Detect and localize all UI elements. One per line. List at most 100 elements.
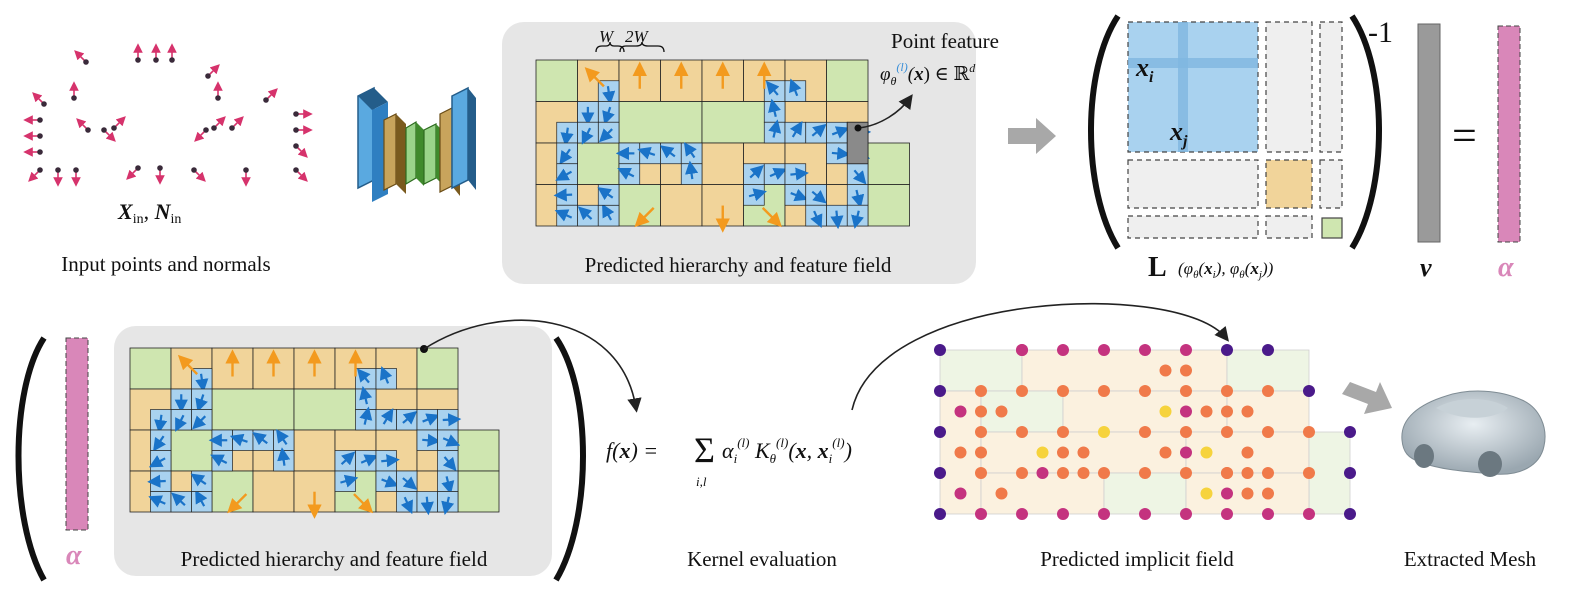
coarse-cell — [618, 101, 703, 144]
input-point — [157, 165, 163, 171]
field-sample — [975, 405, 987, 418]
feature-arrow — [195, 394, 208, 413]
coarse-cell — [867, 184, 910, 227]
field-sample — [934, 426, 946, 438]
feature-arrow — [660, 145, 676, 159]
feature-arrow — [195, 489, 208, 507]
feature-arrow — [602, 106, 615, 125]
caption-input: Input points and normals — [61, 252, 270, 276]
field-sample — [1139, 426, 1151, 438]
field-sample — [954, 405, 967, 418]
alpha-label-bottom: α — [66, 540, 82, 571]
field-sample — [1180, 467, 1192, 479]
feature-arrow — [749, 164, 764, 179]
input-point — [55, 167, 61, 173]
field-sample — [1139, 508, 1151, 520]
field-sample — [1303, 508, 1315, 520]
feature-arrow — [210, 454, 228, 467]
hierarchy-grid-bottom — [129, 347, 500, 519]
field-sample — [1344, 508, 1356, 520]
field-sample — [1098, 467, 1110, 479]
svg-text:W: W — [599, 27, 615, 46]
feature-arrow — [599, 128, 614, 143]
feature-arrow — [685, 160, 699, 180]
coarse-feature-arrow — [634, 207, 655, 228]
feature-arrow — [577, 206, 593, 221]
feature-arrow — [400, 496, 413, 515]
coarse-cell — [618, 184, 661, 227]
feature-arrow — [402, 411, 418, 425]
field-sample — [975, 446, 987, 459]
field-cell — [1226, 390, 1310, 433]
feature-arrow — [381, 475, 399, 488]
field-sample — [1221, 385, 1233, 397]
coarse-feature-arrow — [353, 493, 374, 514]
input-point — [73, 167, 79, 173]
input-point — [211, 125, 217, 131]
feature-arrow — [441, 476, 455, 495]
feature-arrow — [379, 366, 393, 384]
field-sample — [1057, 426, 1069, 438]
feature-arrow — [637, 146, 656, 160]
input-point — [215, 95, 221, 101]
field-sample — [1057, 344, 1069, 356]
field-sample — [1139, 344, 1151, 356]
field-sample — [1077, 467, 1090, 479]
feature-arrow — [402, 476, 418, 490]
feature-arrow — [147, 474, 166, 488]
field-sample — [1344, 426, 1356, 438]
field-sample — [1180, 344, 1192, 356]
field-sample — [1180, 426, 1192, 438]
input-point — [293, 127, 299, 133]
feature-arrow — [277, 447, 291, 466]
field-sample — [1303, 467, 1315, 479]
caption-hierarchy-bottom: Predicted hierarchy and feature field — [181, 547, 488, 571]
coarse-cell — [211, 388, 295, 431]
field-sample — [954, 487, 967, 500]
input-point — [229, 125, 235, 131]
inverse-label: -1 — [1368, 16, 1393, 49]
field-sample — [1057, 467, 1069, 479]
field-cell — [1308, 431, 1351, 515]
feature-arrow — [768, 98, 781, 117]
field-sample — [1077, 446, 1090, 459]
coarse-cell — [535, 59, 578, 102]
feature-arrow — [553, 188, 573, 202]
field-sample — [1016, 385, 1028, 397]
input-point — [37, 167, 43, 173]
input-point — [169, 57, 175, 63]
feature-arrow — [276, 429, 289, 445]
feature-arrow — [380, 408, 394, 425]
feature-arrow — [422, 413, 440, 426]
field-sample — [1159, 446, 1172, 459]
alpha-label-top: α — [1498, 252, 1514, 283]
field-sample — [995, 405, 1008, 418]
coarse-cell — [293, 429, 336, 472]
feature-arrow — [153, 435, 166, 452]
field-sample — [1241, 467, 1254, 479]
svg-text:xi: xi — [1135, 53, 1154, 86]
coarse-cell — [577, 142, 620, 185]
svg-text:2W: 2W — [625, 27, 650, 46]
field-sample — [1262, 467, 1274, 479]
coarse-cell — [211, 470, 254, 513]
field-arrow — [851, 302, 1229, 411]
svg-text:i,l: i,l — [696, 474, 707, 489]
input-point — [135, 165, 141, 171]
flow-arrow-down-right — [1342, 382, 1392, 414]
field-sample — [934, 467, 946, 479]
field-sample — [995, 487, 1008, 500]
width-braces: W 2W — [595, 27, 665, 53]
input-point-cloud — [23, 43, 313, 187]
field-sample — [1241, 405, 1254, 418]
input-point — [293, 167, 299, 173]
feature-arrow — [148, 495, 166, 508]
feature-arrow — [830, 210, 844, 230]
caption-implicit: Predicted implicit field — [1040, 547, 1234, 571]
input-point — [37, 133, 43, 139]
feature-arrow — [789, 121, 803, 138]
field-sample — [1036, 467, 1049, 479]
feature-arrow — [831, 146, 851, 160]
feature-arrow — [422, 433, 441, 447]
